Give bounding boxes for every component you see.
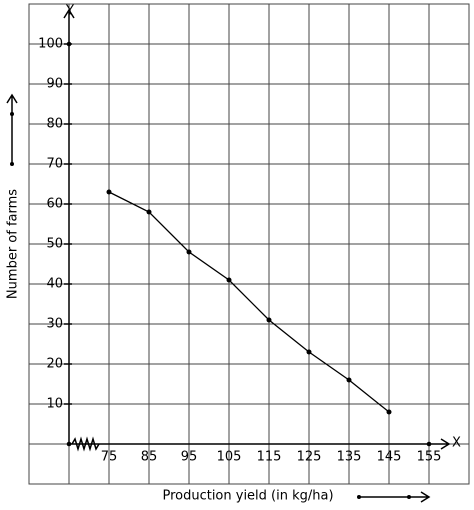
point — [106, 189, 112, 195]
origin-dot — [66, 441, 72, 447]
decor-dot — [10, 112, 14, 116]
x-tick-label: 105 — [217, 450, 242, 465]
decor-arrow — [359, 491, 431, 503]
point — [146, 209, 152, 215]
x-axis — [69, 438, 451, 450]
x-tick-label: 145 — [377, 450, 402, 465]
y-tick-label: 30 — [46, 317, 63, 332]
point — [346, 377, 352, 383]
y-tick-label: 50 — [46, 237, 63, 252]
y-axis-name: Y — [65, 4, 74, 19]
point — [306, 349, 312, 355]
y-tick-label: 80 — [46, 117, 63, 132]
x-tick-label: 85 — [141, 450, 158, 465]
x-tick-label: 95 — [181, 450, 198, 465]
x-axis-label: Production yield (in kg/ha) — [162, 489, 333, 504]
x-tick-label: 75 — [101, 450, 118, 465]
x-tick-label: 125 — [297, 450, 322, 465]
x-axis-name: X — [452, 436, 461, 451]
y-tick-label: 20 — [46, 357, 63, 372]
line — [108, 191, 390, 413]
point — [266, 317, 272, 323]
y-axis — [63, 8, 75, 444]
y-tick-label: 90 — [46, 77, 63, 92]
plot: 10 20 30 40 50 60 70 80 90 100 75 85 95 105 115 125 135 1… — [38, 37, 441, 465]
y-tick-label: 60 — [46, 197, 63, 212]
axis-dot — [426, 441, 432, 447]
point — [386, 409, 392, 415]
y-tick-label: 70 — [46, 157, 63, 172]
y-tick-label: 10 — [46, 397, 63, 412]
decor-dot — [10, 162, 14, 166]
point — [186, 249, 192, 255]
decor-arrow — [6, 93, 18, 164]
x-tick-label: 115 — [257, 450, 282, 465]
x-tick-label: 155 — [417, 450, 442, 465]
y-axis-label: Number of farms — [6, 189, 21, 299]
y-tick-label: 40 — [46, 277, 63, 292]
decor-dot — [407, 495, 411, 499]
x-tick-label: 135 — [337, 450, 362, 465]
grid — [29, 4, 469, 484]
axis-break — [71, 436, 100, 452]
point — [226, 277, 232, 283]
decor-dot — [357, 495, 361, 499]
y-tick-label: 100 — [38, 37, 63, 52]
